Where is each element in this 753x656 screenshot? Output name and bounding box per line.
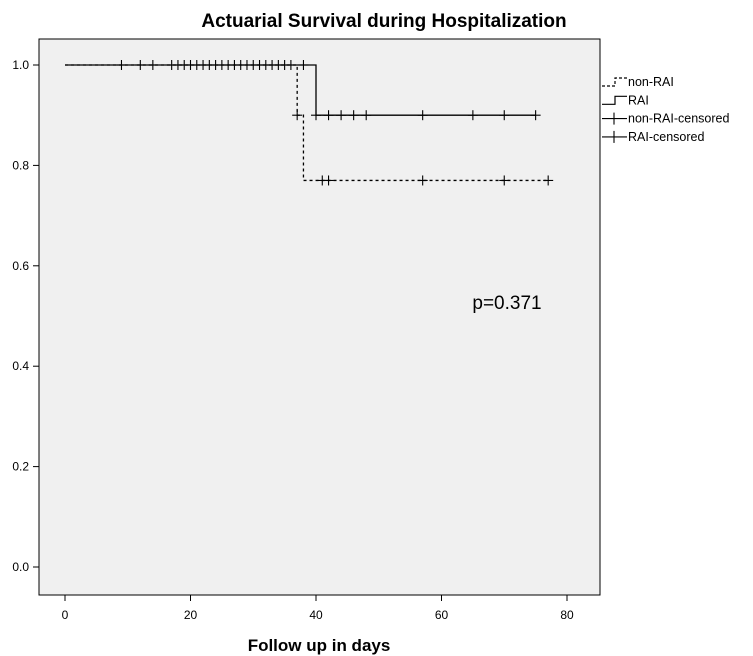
- plot-area: [38, 38, 601, 596]
- series-layer: [65, 60, 554, 186]
- legend-label: RAI-censored: [628, 130, 704, 144]
- x-tick-label: 20: [184, 608, 198, 622]
- x-tick-label: 40: [309, 608, 323, 622]
- y-tick-label: 0.6: [12, 259, 29, 273]
- p-value-annotation: p=0.371: [472, 293, 541, 314]
- x-tick-label: 60: [435, 608, 449, 622]
- y-tick-label: 0.8: [12, 158, 29, 172]
- legend-symbol-non-rai: [602, 77, 627, 87]
- legend-label: non-RAI: [628, 75, 674, 89]
- y-tick-label: 0.0: [12, 560, 29, 574]
- x-tick-label: 80: [560, 608, 574, 622]
- y-tick-label: 1.0: [12, 58, 29, 72]
- legend-label: non-RAI-censored: [628, 112, 729, 126]
- x-tick-label: 0: [62, 608, 69, 622]
- x-axis-label: Follow up in days: [248, 636, 391, 655]
- legend-symbol-rai: [602, 95, 627, 105]
- y-tick-label: 0.2: [12, 460, 29, 474]
- chart-title: Actuarial Survival during Hospitalizatio…: [201, 11, 566, 32]
- axes: 0 20 40 60 80 0.0 0.2 0.4 0.6 0.8 1.0: [12, 58, 574, 622]
- legend: non-RAI RAI non-RAI-censored RAI-censored: [602, 75, 729, 144]
- legend-label: RAI: [628, 93, 649, 107]
- y-tick-label: 0.4: [12, 359, 29, 373]
